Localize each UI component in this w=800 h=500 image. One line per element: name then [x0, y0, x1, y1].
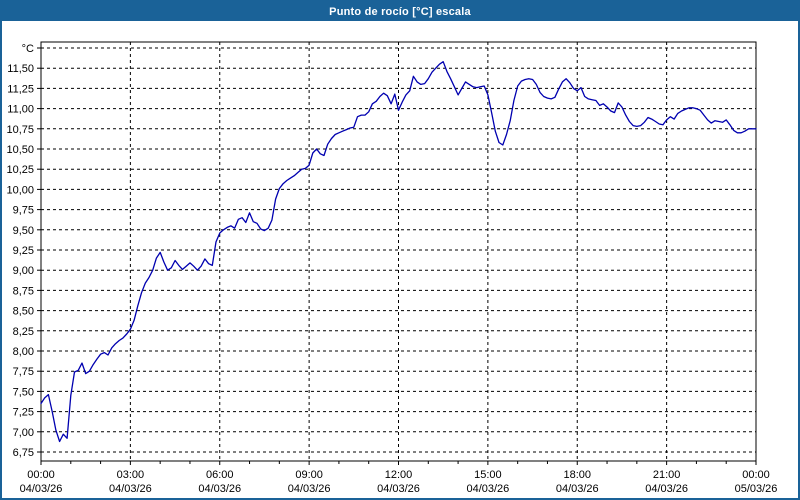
x-axis-time-label: 09:00: [295, 469, 323, 481]
y-axis-label: 7,75: [13, 366, 34, 378]
x-axis-time-label: 21:00: [653, 469, 681, 481]
y-axis-label: 7,00: [13, 427, 34, 439]
y-axis-label: 7,50: [13, 386, 34, 398]
y-axis-label: 8,75: [13, 285, 34, 297]
title-bar: Punto de rocío [°C] escala: [2, 2, 798, 21]
y-axis-label: 7,25: [13, 407, 34, 419]
x-axis-date-label: 04/03/26: [198, 483, 241, 495]
y-axis-label: 9,25: [13, 245, 34, 257]
y-axis-label: 10,75: [6, 124, 34, 136]
x-axis-time-label: 06:00: [206, 469, 234, 481]
x-axis-date-label: 04/03/26: [109, 483, 152, 495]
page-title: Punto de rocío [°C] escala: [329, 5, 471, 18]
y-axis-label: 10,50: [6, 144, 34, 156]
y-axis-label: 10,00: [6, 184, 34, 196]
y-axis-label: 11,50: [7, 63, 34, 75]
x-axis-time-label: 12:00: [385, 469, 413, 481]
y-axis-label: 9,00: [13, 265, 34, 277]
y-axis-label: 9,50: [13, 225, 34, 237]
y-axis-label: 8,25: [13, 326, 34, 338]
x-axis-date-label: 04/03/26: [288, 483, 331, 495]
y-axis-label: 11,00: [7, 104, 34, 116]
y-axis-label: 9,75: [13, 205, 34, 217]
dew-point-chart: 11,50 11,25 11,00 10,75 10,50 10,25 10,00 9,75 9…: [6, 41, 778, 495]
dew-point-series-line: [40, 61, 757, 443]
y-axis-label: 10,25: [6, 164, 34, 176]
y-axis-label: 8,00: [13, 346, 34, 358]
y-axis-unit-label: °C: [22, 43, 34, 55]
x-axis-time-label: 00:00: [27, 469, 55, 481]
y-axis-label: 11,25: [7, 83, 34, 95]
x-axis-date-label: 04/03/26: [20, 483, 63, 495]
y-axis-label: 8,50: [13, 306, 34, 318]
y-grid-and-labels: 11,50 11,25 11,00 10,75 10,50 10,25 10,00 9,75 9…: [6, 43, 756, 459]
x-axis-time-label: 00:00: [742, 469, 770, 481]
x-axis-date-label: 05/03/26: [735, 483, 778, 495]
x-axis-date-label: 04/03/26: [645, 483, 688, 495]
x-axis-time-label: 03:00: [117, 469, 145, 481]
x-axis-date-label: 04/03/26: [556, 483, 599, 495]
y-axis-label: 6,75: [13, 447, 34, 459]
plot-border: [40, 41, 757, 462]
x-axis-time-label: 18:00: [563, 469, 591, 481]
x-grid-and-labels: 00:00 04/03/26 03:00 04/03/26 06:00 04/03/26 0…: [20, 42, 778, 495]
x-axis-date-label: 04/03/26: [377, 483, 420, 495]
x-axis-time-label: 15:00: [474, 469, 502, 481]
x-axis-date-label: 04/03/26: [466, 483, 509, 495]
